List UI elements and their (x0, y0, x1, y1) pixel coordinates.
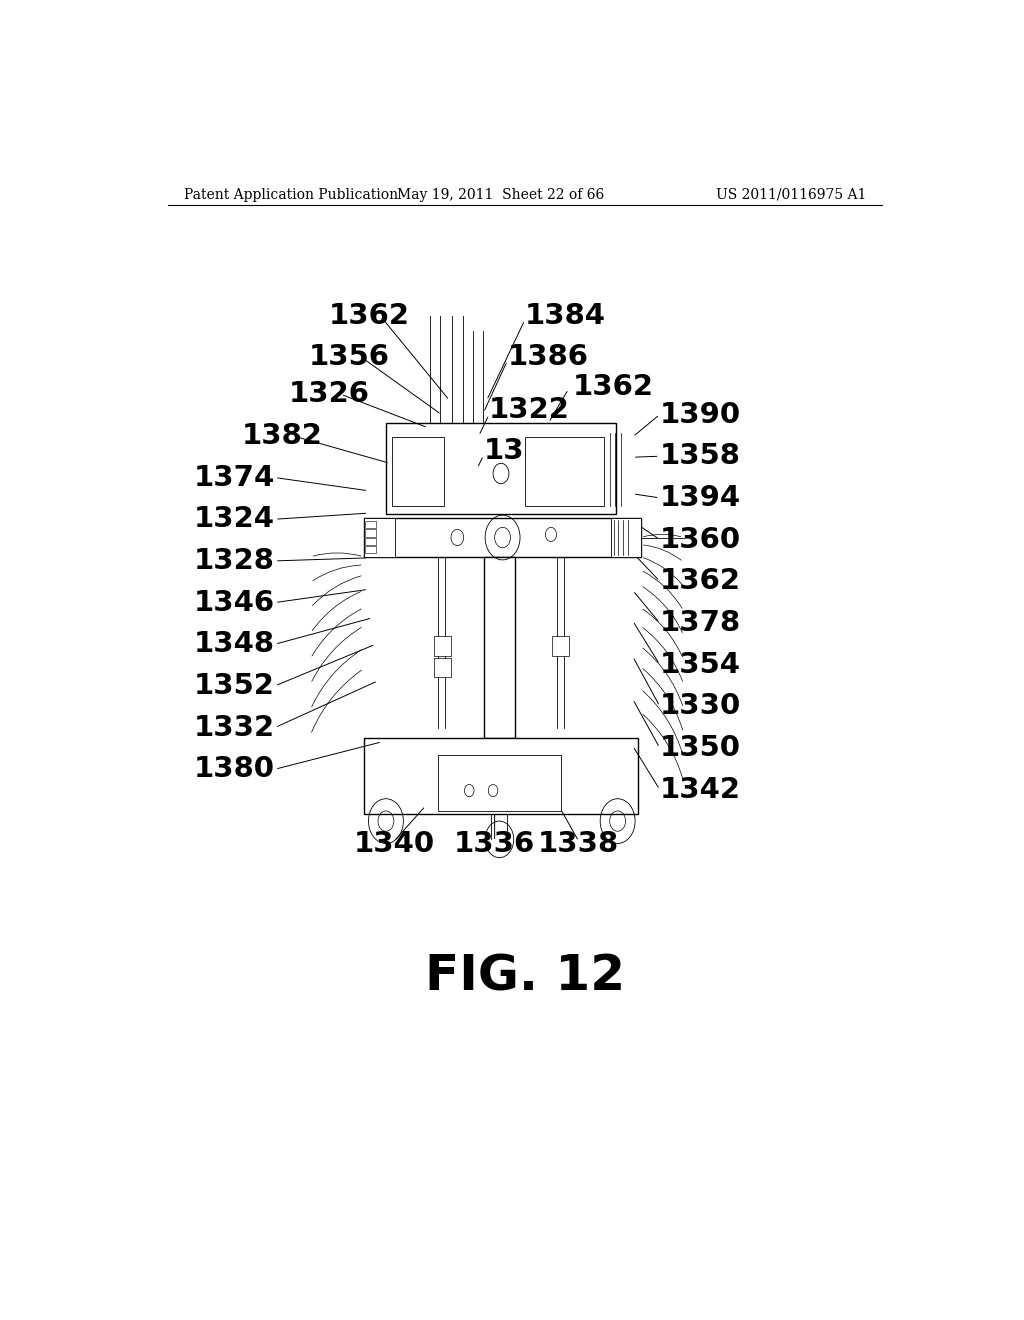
Bar (437, 755, 560, 810)
Bar (483, 557, 515, 738)
Text: FIG. 12: FIG. 12 (425, 953, 625, 1001)
Bar (366, 545, 377, 553)
Bar (392, 437, 443, 506)
Text: 1388: 1388 (483, 437, 564, 465)
Text: 1382: 1382 (242, 422, 323, 450)
Text: 1330: 1330 (659, 692, 741, 721)
Text: 1336: 1336 (454, 830, 536, 858)
Text: 1390: 1390 (659, 400, 740, 429)
Text: 1362: 1362 (659, 568, 740, 595)
Text: 1348: 1348 (194, 630, 274, 659)
Text: 1324: 1324 (194, 506, 274, 533)
Text: 1362: 1362 (329, 302, 410, 330)
Text: 1342: 1342 (659, 776, 740, 804)
Bar (366, 521, 377, 528)
Text: May 19, 2011  Sheet 22 of 66: May 19, 2011 Sheet 22 of 66 (397, 187, 604, 202)
Text: 1378: 1378 (659, 609, 740, 636)
Text: 1332: 1332 (194, 714, 274, 742)
Text: 1384: 1384 (524, 302, 606, 330)
Text: US 2011/0116975 A1: US 2011/0116975 A1 (716, 187, 866, 202)
Text: 1354: 1354 (659, 651, 740, 678)
Text: 1374: 1374 (194, 463, 274, 491)
Text: 1356: 1356 (309, 343, 390, 371)
Text: 1338: 1338 (539, 830, 620, 858)
Text: 1350: 1350 (659, 734, 740, 762)
Bar (366, 537, 377, 545)
Bar (524, 437, 604, 506)
Text: 1360: 1360 (659, 525, 740, 553)
Bar (610, 519, 641, 557)
Text: 1326: 1326 (289, 380, 370, 408)
Bar (433, 659, 451, 677)
Text: 1322: 1322 (489, 396, 570, 425)
Text: 1346: 1346 (194, 589, 274, 616)
Bar (364, 519, 395, 557)
Text: Patent Application Publication: Patent Application Publication (183, 187, 397, 202)
Bar (386, 422, 616, 515)
Text: 1328: 1328 (194, 546, 274, 576)
Bar (364, 519, 641, 557)
Bar (552, 636, 569, 656)
Text: 1394: 1394 (659, 484, 740, 512)
Text: 1358: 1358 (659, 442, 740, 470)
Bar (433, 636, 451, 656)
Bar (365, 738, 638, 814)
Text: 1386: 1386 (507, 343, 589, 371)
Text: 1380: 1380 (194, 755, 274, 783)
Text: 1362: 1362 (572, 374, 653, 401)
Text: 1340: 1340 (353, 830, 434, 858)
Bar (366, 529, 377, 536)
Text: 1352: 1352 (194, 672, 274, 700)
